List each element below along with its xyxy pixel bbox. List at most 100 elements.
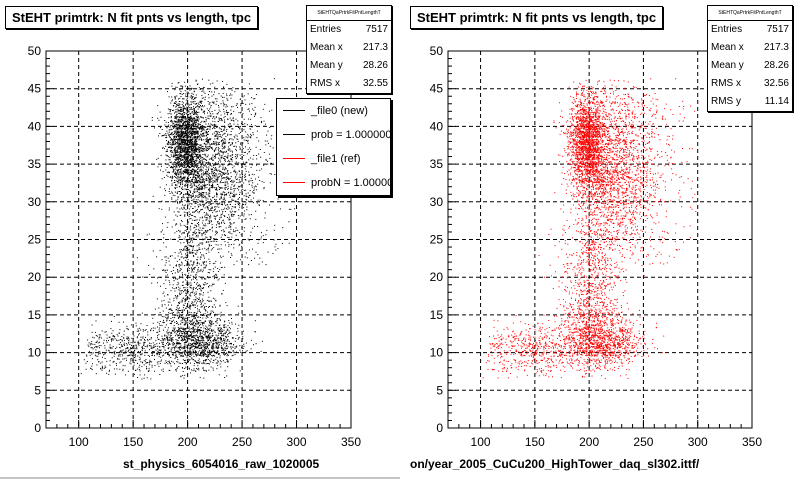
left-data-point: [125, 343, 127, 345]
left-data-point: [214, 187, 216, 189]
left-data-point: [198, 339, 200, 341]
left-data-point: [187, 178, 189, 180]
left-data-point: [242, 156, 243, 158]
left-data-point: [199, 354, 201, 356]
left-data-point: [141, 378, 143, 380]
left-data-point: [199, 167, 201, 169]
left-data-point: [191, 153, 193, 155]
left-data-point: [185, 139, 187, 141]
left-data-point: [235, 118, 237, 120]
left-data-point: [206, 137, 208, 139]
left-data-point: [196, 354, 198, 356]
left-data-point: [121, 339, 123, 341]
left-data-point: [203, 349, 205, 351]
left-data-point: [203, 227, 205, 229]
left-data-point: [205, 236, 207, 238]
left-data-point: [205, 159, 207, 161]
left-data-point: [187, 180, 189, 182]
left-data-point: [223, 103, 225, 105]
left-data-point: [218, 173, 220, 175]
left-data-point: [177, 311, 179, 313]
left-data-point: [187, 154, 189, 156]
left-data-point: [202, 89, 204, 91]
left-data-point: [183, 319, 185, 321]
left-data-point: [177, 343, 179, 345]
left-data-point: [169, 111, 171, 112]
left-data-point: [208, 180, 210, 182]
left-data-point: [212, 359, 214, 361]
left-data-point: [191, 125, 193, 126]
left-data-point: [169, 308, 171, 310]
left-data-point: [278, 195, 280, 197]
left-data-point: [147, 370, 149, 372]
left-data-point: [177, 314, 179, 316]
left-data-point: [178, 128, 180, 130]
left-data-point: [95, 346, 97, 347]
left-data-point: [182, 327, 184, 329]
left-data-point: [230, 131, 232, 132]
left-data-point: [251, 191, 253, 193]
left-data-point: [204, 247, 206, 249]
left-data-point: [209, 203, 211, 205]
left-data-point: [235, 176, 237, 178]
left-data-point: [239, 345, 241, 347]
left-data-point: [223, 198, 225, 200]
left-data-point: [203, 205, 205, 206]
left-data-point: [220, 156, 222, 158]
left-data-point: [167, 344, 169, 346]
left-data-point: [211, 142, 213, 144]
left-data-point: [204, 334, 206, 336]
left-data-point: [217, 185, 219, 187]
left-data-point: [210, 269, 212, 271]
left-data-point: [162, 341, 164, 343]
left-data-point: [218, 329, 220, 331]
left-data-point: [212, 124, 213, 126]
left-data-point: [153, 268, 155, 270]
left-data-point: [172, 284, 174, 286]
left-data-point: [172, 327, 174, 329]
left-data-point: [191, 179, 192, 181]
left-data-point: [171, 100, 173, 102]
left-data-point: [231, 323, 233, 325]
left-data-point: [149, 364, 151, 366]
left-data-point: [191, 141, 193, 143]
left-data-point: [176, 356, 178, 358]
left-data-point: [172, 151, 174, 153]
left-data-point: [222, 182, 224, 183]
left-data-point: [159, 323, 160, 325]
left-data-point: [195, 188, 197, 190]
left-data-point: [178, 144, 180, 146]
left-data-point: [231, 142, 233, 143]
left-data-point: [222, 335, 224, 337]
left-data-point: [176, 148, 178, 150]
left-data-point: [180, 353, 182, 355]
left-data-point: [193, 268, 195, 270]
left-data-point: [224, 325, 225, 327]
left-data-point: [179, 332, 180, 334]
left-data-point: [210, 199, 212, 201]
left-data-point: [180, 183, 182, 185]
left-data-point: [214, 130, 216, 132]
left-data-point: [146, 366, 147, 368]
left-data-point: [212, 240, 214, 242]
left-data-point: [234, 184, 236, 186]
left-data-point: [160, 356, 162, 358]
left-data-point: [179, 97, 181, 99]
left-data-point: [189, 107, 191, 109]
left-data-point: [197, 323, 199, 325]
left-data-point: [190, 119, 192, 121]
left-data-point: [177, 164, 179, 166]
left-data-point: [204, 173, 206, 174]
left-data-point: [235, 227, 237, 229]
left-data-point: [191, 135, 193, 137]
left-data-point: [195, 129, 197, 131]
left-data-point: [199, 159, 200, 160]
left-data-point: [162, 338, 164, 340]
left-data-point: [143, 343, 145, 345]
left-data-point: [208, 184, 210, 186]
left-data-point: [227, 149, 229, 151]
left-data-point: [211, 206, 213, 208]
left-data-point: [170, 308, 172, 310]
left-data-point: [162, 229, 163, 231]
left-data-point: [199, 342, 201, 344]
